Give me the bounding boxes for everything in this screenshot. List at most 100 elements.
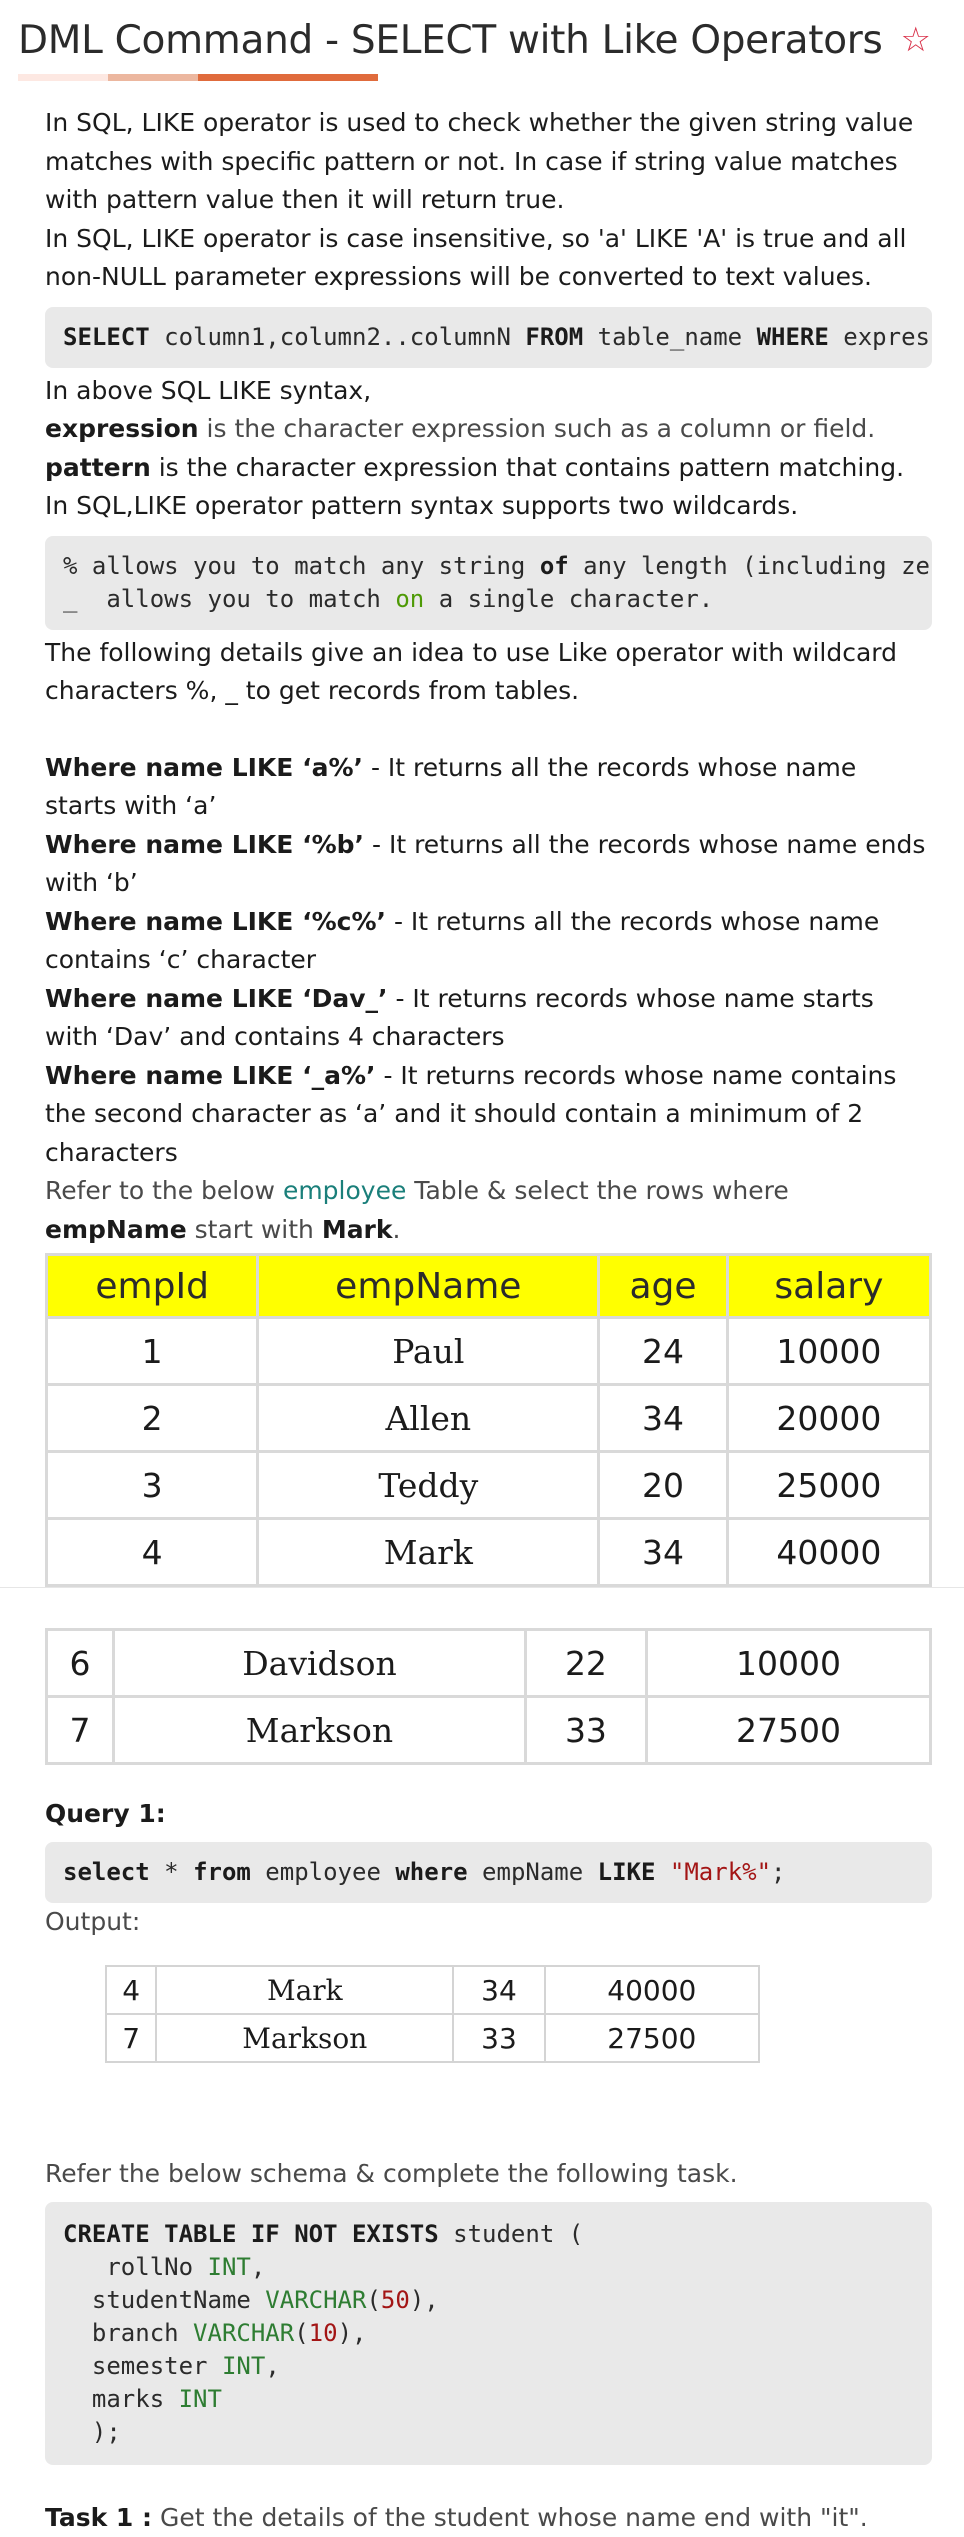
- table-cell: 34: [599, 1519, 727, 1586]
- code-keyword: of: [540, 552, 569, 580]
- table-row: 7 Markson 33 27500: [106, 2014, 759, 2062]
- table-cell: 3: [47, 1452, 258, 1519]
- table-cell: 27500: [545, 2014, 759, 2062]
- example-pattern: Where name LIKE ‘_a%’: [45, 1061, 376, 1090]
- code-text: a single character.: [424, 585, 713, 613]
- example-item: Where name LIKE ‘a%’ - It returns all th…: [45, 749, 932, 826]
- syntax-code-block: SELECT column1,column2..columnN FROM tab…: [45, 307, 932, 368]
- task-label: Task 1 :: [45, 2503, 152, 2532]
- code-text: ,: [265, 2352, 279, 2380]
- table-cell: 25000: [727, 1452, 930, 1519]
- table-header-row: empId empName age salary: [47, 1255, 931, 1318]
- table-cell: 33: [525, 1697, 646, 1764]
- table-cell: 34: [453, 1966, 544, 2014]
- code-text: branch: [63, 2319, 193, 2347]
- table-cell: Markson: [114, 1697, 526, 1764]
- code-string: "Mark%": [655, 1858, 771, 1886]
- code-text: ,: [251, 2253, 265, 2281]
- employee-table-image: empId empName age salary 1 Paul 24 10000…: [45, 1253, 932, 1587]
- code-text: table_name: [583, 323, 756, 351]
- image-clip-gap: [0, 1587, 964, 1628]
- table-cell: 27500: [647, 1697, 931, 1764]
- table-cell: 22: [525, 1630, 646, 1697]
- schema-code-block: CREATE TABLE IF NOT EXISTS student ( rol…: [45, 2202, 932, 2465]
- code-keyword: WHERE: [757, 323, 829, 351]
- intro-paragraph-1: In SQL, LIKE operator is used to check w…: [45, 104, 932, 220]
- code-type: INT: [208, 2253, 251, 2281]
- code-type: VARCHAR: [193, 2319, 294, 2347]
- example-pattern: Where name LIKE ‘a%’: [45, 753, 363, 782]
- example-pattern: Where name LIKE ‘Dav_’: [45, 984, 388, 1013]
- table-cell: Mark: [156, 1966, 453, 2014]
- example-pattern: Where name LIKE ‘%b’: [45, 830, 364, 859]
- code-type: VARCHAR: [265, 2286, 366, 2314]
- code-text: employee: [251, 1858, 396, 1886]
- details-paragraph: The following details give an idea to us…: [45, 634, 932, 711]
- table-cell: Allen: [258, 1385, 599, 1452]
- code-text: marks: [63, 2385, 179, 2413]
- table-cell: Paul: [258, 1318, 599, 1385]
- table-cell: 2: [47, 1385, 258, 1452]
- spacer: [45, 711, 932, 749]
- table-cell: Mark: [258, 1519, 599, 1586]
- syntax-explain-line: In above SQL LIKE syntax,: [45, 372, 932, 411]
- task-paragraph: Task 1 : Get the details of the student …: [45, 2499, 932, 2537]
- pattern-definition: pattern is the character expression that…: [45, 449, 932, 488]
- underline-segment-2: [108, 74, 198, 81]
- example-item: Where name LIKE ‘%b’ - It returns all th…: [45, 826, 932, 903]
- table-cell: 20000: [727, 1385, 930, 1452]
- table-cell: 10000: [727, 1318, 930, 1385]
- column-header: empName: [258, 1255, 599, 1318]
- table-cell: 40000: [545, 1966, 759, 2014]
- refer-text: start with: [187, 1215, 322, 1244]
- table-cell: 33: [453, 2014, 544, 2062]
- code-text: empName: [468, 1858, 598, 1886]
- code-keyword: where: [395, 1858, 467, 1886]
- example-item: Where name LIKE ‘%c%’ - It returns all t…: [45, 903, 932, 980]
- page-title-text: DML Command - SELECT with Like Operators: [18, 18, 883, 63]
- example-item: Where name LIKE ‘_a%’ - It returns recor…: [45, 1057, 932, 1173]
- query-label: Query 1:: [45, 1795, 932, 1834]
- code-text: any length (including zero length).: [569, 552, 932, 580]
- table-row: 1 Paul 24 10000: [47, 1318, 931, 1385]
- code-text: );: [63, 2418, 121, 2446]
- code-keyword: LIKE: [598, 1858, 656, 1886]
- refer-paragraph: Refer to the below employee Table & sele…: [45, 1172, 932, 1249]
- task-text: Get the details of the student whose nam…: [152, 2503, 868, 2532]
- example-item: Where name LIKE ‘Dav_’ - It returns reco…: [45, 980, 932, 1057]
- pattern-term: pattern: [45, 453, 151, 482]
- employee-link[interactable]: employee: [283, 1176, 406, 1205]
- table-cell: 40000: [727, 1519, 930, 1586]
- table-cell: Markson: [156, 2014, 453, 2062]
- refer-bold: empName: [45, 1215, 187, 1244]
- title-underline: [18, 74, 378, 81]
- table-cell: 10000: [647, 1630, 931, 1697]
- output-table-image: 4 Mark 34 40000 7 Markson 33 27500: [105, 1965, 760, 2063]
- wildcards-line: In SQL,LIKE operator pattern syntax supp…: [45, 487, 932, 526]
- code-text: ),: [410, 2286, 439, 2314]
- employee-table-image-continued: 6 Davidson 22 10000 7 Markson 33 27500: [45, 1628, 932, 1765]
- wildcard-code-block: % allows you to match any string of any …: [45, 536, 932, 630]
- table-row: 6 Davidson 22 10000: [47, 1630, 931, 1697]
- page-header: DML Command - SELECT with Like Operators…: [18, 10, 938, 74]
- code-type: INT: [222, 2352, 265, 2380]
- table-cell: Davidson: [114, 1630, 526, 1697]
- column-header: empId: [47, 1255, 258, 1318]
- table-row: 4 Mark 34 40000: [47, 1519, 931, 1586]
- column-header: age: [599, 1255, 727, 1318]
- table-cell: 4: [106, 1966, 156, 2014]
- table-cell: 20: [599, 1452, 727, 1519]
- query-code-block: select * from employee where empName LIK…: [45, 1842, 932, 1903]
- refer-text: .: [393, 1215, 401, 1244]
- expression-desc: is the character expression such as a co…: [199, 414, 876, 443]
- table-cell: 6: [47, 1630, 114, 1697]
- code-text: ),: [338, 2319, 367, 2347]
- star-outline-icon[interactable]: ☆: [901, 10, 931, 70]
- pattern-desc: is the character expression that contain…: [151, 453, 904, 482]
- column-header: salary: [727, 1255, 930, 1318]
- table-cell: 24: [599, 1318, 727, 1385]
- output-label: Output:: [45, 1903, 932, 1942]
- expression-term: expression: [45, 414, 199, 443]
- table-cell: 7: [106, 2014, 156, 2062]
- table-row: 7 Markson 33 27500: [47, 1697, 931, 1764]
